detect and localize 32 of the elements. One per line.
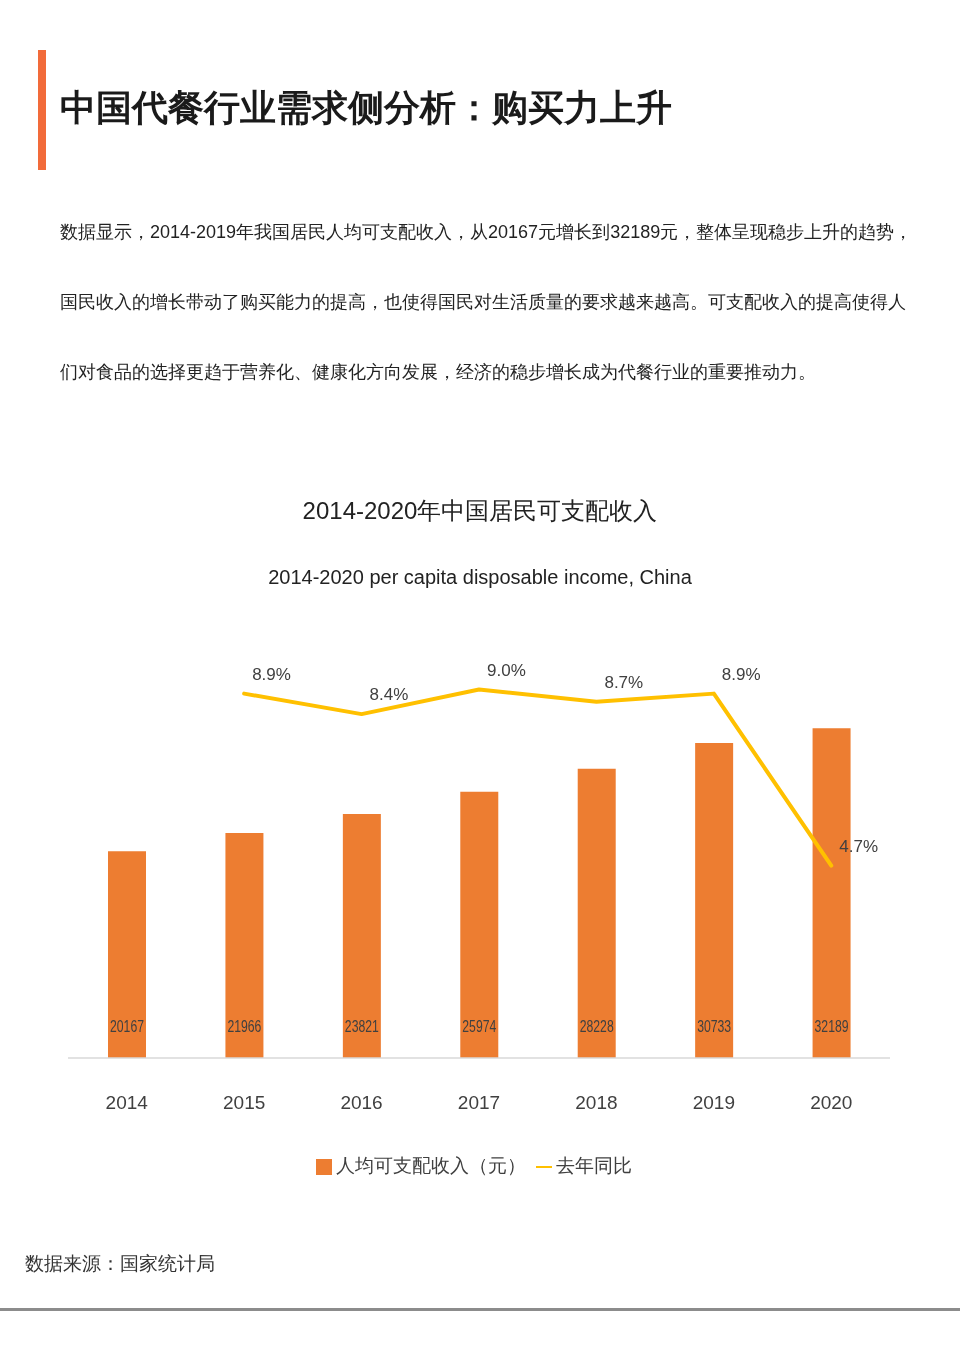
text: 中国代餐行业需求侧分析：购买力上升 — [60, 86, 672, 130]
bar — [342, 813, 381, 1058]
chart-subtitle: 2014-2020 per capita disposable income, China — [267, 565, 693, 590]
chart-title: 2014-2020年中国居民可支配收入 — [301, 496, 659, 526]
source-note: 数据来源：国家统计局 — [25, 1252, 215, 1276]
data-label: 21966 — [227, 1017, 275, 1036]
data-label: 8.9% — [721, 664, 761, 684]
data-label: 9.0% — [487, 660, 526, 680]
x-tick-label: 2018 — [575, 1092, 618, 1114]
data-label: 25974 — [462, 1017, 510, 1036]
data-label: 8.9% — [252, 664, 291, 684]
data-label: 20167 — [110, 1017, 158, 1036]
x-tick-label: 2017 — [457, 1092, 501, 1114]
data-label: 23821 — [344, 1017, 393, 1036]
x-tick-label: 2019 — [692, 1092, 735, 1114]
data-label: 32189 — [814, 1017, 862, 1036]
legend-label: 人均可支配收入（元） — [336, 1155, 526, 1176]
bar — [577, 768, 616, 1058]
data-label: 8.4% — [369, 685, 409, 705]
bar — [460, 791, 499, 1058]
x-tick-label: 2020 — [810, 1092, 853, 1114]
x-tick-label: 2016 — [340, 1092, 383, 1114]
text: 数据显示，2014-2019年我国居民人均可支配收入，从20167元增长到32189元，整体呈现稳步上升的趋势，国民收入的增长带动了购买能力的提高，也使得国民对生活质量的要求越来越高。可支配收入的提高使得人们对食品的选择更趋于营养化、健康化方向发展，经济的稳步增长成为代餐行业的重要推动力。 — [60, 222, 913, 382]
bar — [108, 851, 146, 1058]
legend-label: 去年同比 — [556, 1155, 632, 1176]
data-label: 8.7% — [604, 672, 644, 692]
bar — [225, 832, 264, 1058]
bar — [695, 743, 734, 1058]
data-label: 28228 — [579, 1017, 627, 1036]
x-tick-label: 2014 — [105, 1092, 149, 1114]
x-tick-label: 2015 — [223, 1092, 266, 1114]
data-label: 30733 — [697, 1017, 745, 1036]
